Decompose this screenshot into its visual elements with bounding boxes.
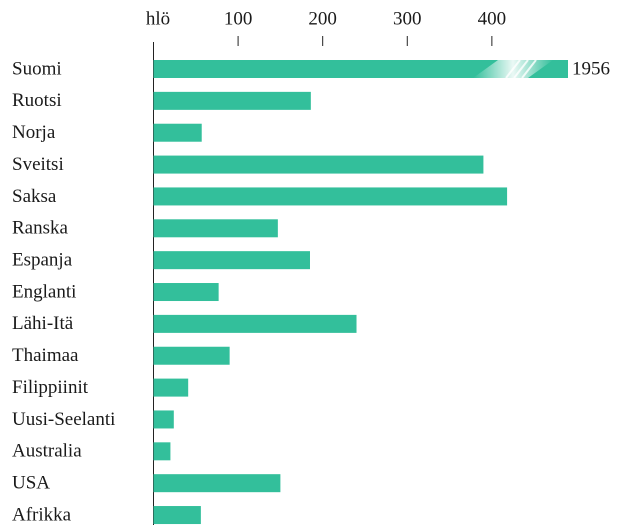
x-axis-label: hlö: [146, 8, 170, 29]
y-tick-label: Espanja: [12, 250, 73, 271]
y-tick-label: Norja: [12, 122, 56, 143]
y-tick-label: Englanti: [12, 281, 76, 302]
bar: [153, 155, 484, 174]
axis-break-stripe: [513, 59, 529, 79]
bar: [153, 378, 189, 397]
bar: [153, 506, 201, 525]
y-tick-label: Thaimaa: [12, 345, 79, 366]
y-tick-label: Afrikka: [12, 504, 72, 525]
y-tick-label: Filippiinit: [12, 377, 89, 398]
y-tick-label: Saksa: [12, 186, 57, 207]
bar: [153, 251, 310, 270]
y-tick-label: Lähi-Itä: [12, 313, 74, 334]
y-tick-label: Uusi-Seelanti: [12, 409, 115, 430]
y-tick-label: Ruotsi: [12, 90, 62, 111]
x-tick-label: 100: [224, 8, 253, 29]
y-tick-label: Ranska: [12, 218, 69, 239]
x-tick-label: 400: [478, 8, 507, 29]
bar: [153, 314, 357, 333]
axis-break-stripe: [521, 59, 537, 79]
bar: [153, 410, 174, 429]
bar: [153, 442, 171, 461]
x-tick-label: 200: [308, 8, 337, 29]
value-label: 1956: [572, 58, 610, 79]
y-tick-label: USA: [12, 473, 50, 494]
y-tick-label: Sveitsi: [12, 154, 64, 175]
bar: [153, 123, 202, 142]
axis-break-stripe: [505, 59, 521, 79]
bar: [153, 187, 508, 206]
bar: [153, 219, 278, 238]
y-tick-label: Australia: [12, 441, 82, 462]
bar: [153, 474, 281, 493]
bar: [153, 91, 311, 110]
bar: [153, 60, 568, 78]
bar: [153, 283, 219, 302]
y-tick-label: Suomi: [12, 58, 62, 79]
x-tick-label: 300: [393, 8, 422, 29]
bar: [153, 346, 230, 365]
